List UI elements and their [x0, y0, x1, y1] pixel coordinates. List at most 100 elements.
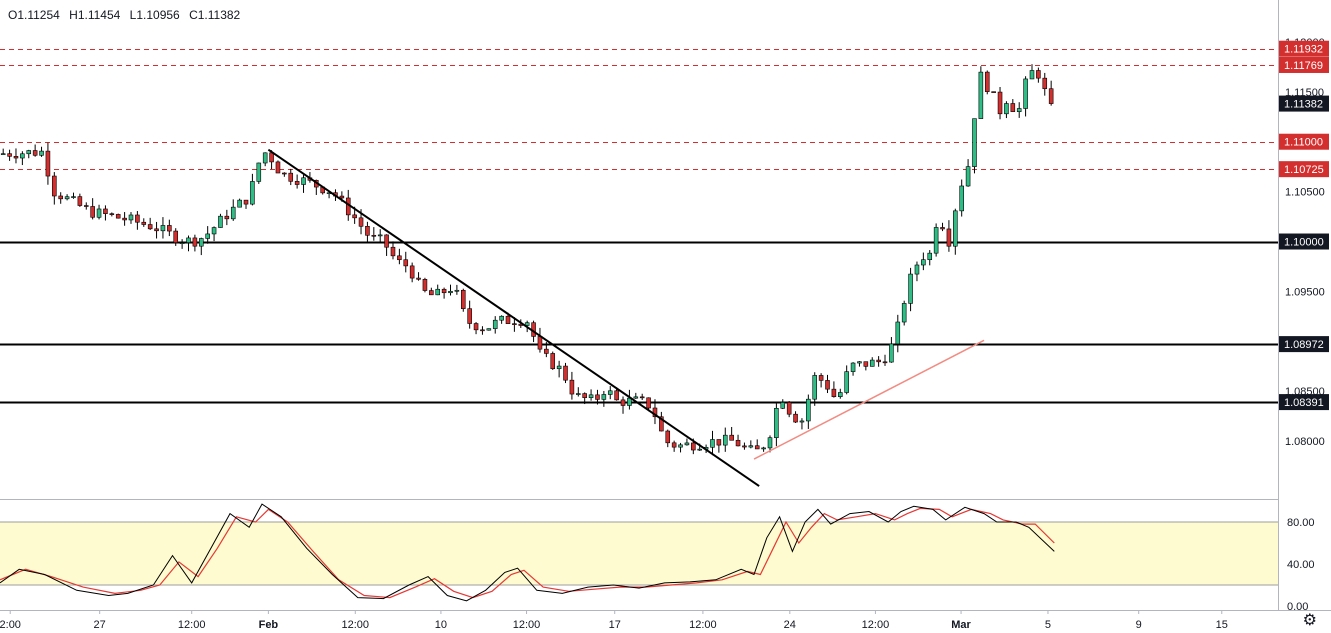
candle-bear	[582, 393, 587, 398]
candle-bear	[563, 365, 568, 381]
candle-bear	[282, 172, 287, 175]
candle-bull	[1016, 108, 1022, 112]
price-badge	[1279, 95, 1329, 112]
candle-bull	[199, 238, 204, 247]
candle-bear	[882, 361, 888, 364]
ohlc-readout: O1.11254 H1.11454 L1.10956 C1.11382	[8, 8, 246, 22]
price-badge-label: 1.11382	[1284, 99, 1323, 111]
candle-bear	[122, 217, 127, 221]
candle-bull	[914, 264, 920, 275]
candle-bull	[576, 393, 581, 395]
candle-bear	[371, 234, 377, 237]
candle-bull	[1029, 70, 1035, 80]
stochastic-d-line	[0, 507, 1055, 599]
candle-bear	[537, 336, 543, 350]
candle-bear	[90, 206, 95, 218]
candle-bull	[697, 448, 702, 451]
candle-bear	[544, 348, 549, 354]
candle-bull	[710, 439, 715, 448]
time-tick-label: Feb	[259, 619, 279, 631]
candle-bear	[646, 397, 651, 409]
candle-bear	[13, 156, 19, 159]
candle-bull	[524, 322, 530, 326]
price-badge	[1279, 56, 1329, 73]
candle-bull	[211, 227, 217, 235]
candle-bull	[448, 290, 453, 294]
candle-bear	[550, 353, 556, 370]
candle-bear	[480, 329, 485, 332]
candle-bull	[908, 273, 913, 304]
candle-bull	[556, 365, 562, 370]
candle-bull	[601, 394, 607, 400]
candle-bull	[218, 215, 223, 228]
price-badge	[1279, 394, 1329, 411]
candle-bull	[953, 210, 958, 247]
candle-bull	[435, 288, 440, 296]
candle-bull	[377, 234, 383, 237]
candle-bull	[869, 359, 875, 367]
candle-bear	[754, 445, 760, 450]
candle-bull	[780, 402, 786, 409]
candle-bear	[103, 208, 108, 214]
candle-bull	[20, 153, 25, 159]
candle-bear	[403, 259, 409, 267]
stochastic-band	[0, 522, 1278, 585]
candle-bull	[889, 343, 894, 363]
candle-bear	[416, 277, 421, 280]
candle-bear	[639, 396, 645, 399]
candle-bear	[441, 288, 447, 294]
candle-bear	[384, 234, 389, 248]
candle-bull	[895, 321, 901, 345]
candle-bull	[499, 315, 504, 321]
candle-bear	[58, 195, 63, 200]
price-badge	[1279, 233, 1329, 250]
candle-bear	[83, 205, 89, 207]
candle-bull	[965, 166, 971, 187]
candle-bull	[722, 434, 728, 446]
candle-bear	[147, 224, 153, 230]
candle-bull	[806, 398, 811, 422]
price-badge	[1279, 133, 1329, 150]
candle-bear	[7, 153, 12, 157]
candle-bear	[595, 394, 600, 400]
price-badge-label: 1.10725	[1284, 164, 1324, 176]
price-badge	[1279, 161, 1329, 178]
time-tick-label: 2:00	[0, 619, 21, 631]
candle-bear	[77, 196, 83, 206]
price-labels-layer: 1.11932 1.11769 1.11382 1.11000 1.10725 1.100…	[1279, 40, 1329, 411]
candle-bull	[39, 150, 44, 156]
candle-bear	[569, 379, 575, 395]
candle-bull	[256, 162, 262, 182]
candle-bull	[301, 177, 306, 185]
candle-bear	[825, 380, 830, 390]
price-tick-label: 1.08000	[1285, 436, 1325, 448]
candle-bear	[876, 359, 881, 363]
candle-bull	[812, 375, 818, 400]
candle-bear	[818, 375, 824, 381]
price-badge-label: 1.08972	[1284, 339, 1324, 351]
candle-bear	[52, 175, 57, 197]
candle-bear	[1042, 77, 1048, 90]
time-tick-label: 17	[609, 619, 621, 631]
candle-bull	[901, 303, 907, 323]
price-badge-label: 1.08391	[1284, 397, 1324, 409]
price-badge-label: 1.11000	[1284, 137, 1323, 149]
candle-bear	[614, 390, 619, 401]
time-tick-label: 12:00	[862, 619, 890, 631]
candle-bear	[397, 255, 402, 261]
candle-bear	[135, 214, 140, 223]
candle-bull	[633, 396, 639, 399]
candle-bear	[984, 71, 990, 92]
candle-bull	[1023, 78, 1028, 109]
price-badge	[1279, 336, 1329, 353]
time-tick-label: 15	[1216, 619, 1228, 631]
stochastic-layer	[0, 503, 1055, 602]
candle-bull	[850, 362, 856, 372]
gear-icon[interactable]: ⚙	[1302, 610, 1317, 629]
candle-bull	[761, 447, 766, 450]
candle-bear	[269, 152, 274, 163]
candle-bear	[742, 445, 747, 448]
candle-bear	[691, 442, 696, 451]
